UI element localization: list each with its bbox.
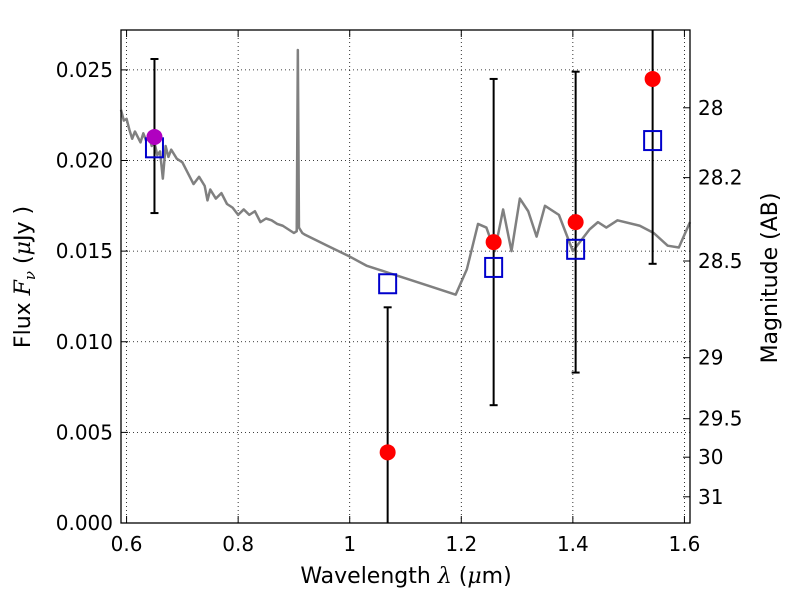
x-tick-label: 1.2 [445,532,477,556]
grid-lines [121,30,690,524]
y-axis-label: Flux Fν (μJy ) [11,206,39,348]
x-tick-label: 0.6 [111,532,143,556]
square-marker [378,273,398,295]
circle-marker [644,70,661,87]
y2-tick-label: 29.5 [698,407,743,431]
y-tick-label: 0.005 [56,420,113,444]
square-marker [484,256,504,278]
square-marker [643,130,663,152]
circle-marker [485,234,502,251]
axis-ticks: 0.6 0.8 1 1.2 1.4 1.6 0.000 0.005 0.010 0.015 0.02… [56,30,743,556]
y-tick-label: 0.010 [56,330,113,354]
y2-tick-label: 28 [698,96,723,120]
plot-area-frame [120,29,691,524]
x-tick-label: 0.8 [222,532,254,556]
y2-axis-label: Magnitude (AB) [758,193,783,364]
y2-tick-label: 28.2 [698,166,743,190]
x-tick-label: 1 [343,532,356,556]
photometry-points [144,30,663,523]
x-tick-label: 1.4 [557,532,589,556]
y2-tick-label: 31 [698,485,723,509]
square-marker [566,238,586,260]
y-tick-label: 0.020 [56,149,113,173]
y2-tick-label: 28.5 [698,249,743,273]
y2-tick-label: 29 [698,346,723,370]
circle-marker [567,214,584,231]
model-spectrum [119,48,692,296]
y-tick-label: 0.000 [56,511,113,535]
y-tick-label: 0.025 [56,58,113,82]
circle-marker [146,128,163,145]
x-axis-label: Wavelength λ (μm) [300,564,511,589]
model-spectrum-line [119,48,692,296]
circle-marker [379,444,396,461]
y-tick-label: 0.015 [56,239,113,263]
y2-tick-label: 30 [698,445,723,469]
x-tick-label: 1.6 [669,532,701,556]
